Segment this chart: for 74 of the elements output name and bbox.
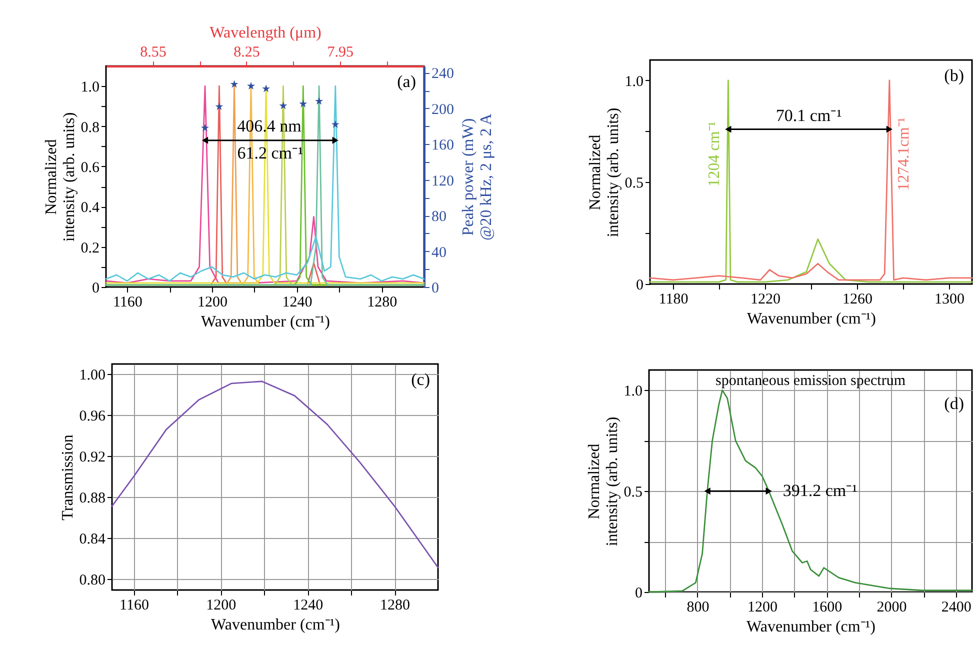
text: 1204 cm⁻¹ [706, 121, 724, 187]
x-tick-label: 2400 [941, 600, 972, 616]
point [331, 120, 340, 128]
x-axis-title: Wavenumber (cm⁻¹) [747, 310, 876, 328]
y-tick-label: 0.5 [624, 484, 642, 501]
x-tick-label: 800 [686, 600, 710, 616]
x-tick-label: 1280 [367, 294, 398, 310]
y-axis-title: Normalized intensity (arb. units) [42, 112, 78, 242]
point [215, 102, 224, 110]
y-tick-label: 0 [636, 278, 644, 294]
y-tick-label: 1.00 [79, 368, 106, 384]
x-tick-label: 1260 [842, 292, 872, 308]
x2-axis-title: Wavelength (μm) [210, 24, 322, 42]
point [230, 80, 238, 88]
point [315, 97, 324, 105]
y-tick-label: 0.8 [80, 120, 100, 136]
y-tick-label: 0 [92, 280, 100, 296]
x-tick-label: 1160 [120, 598, 149, 614]
y-tick-label: 0.88 [79, 490, 106, 506]
y2-tick-label: 80 [432, 209, 446, 226]
y-tick-label: 0.84 [79, 531, 106, 548]
annotation: (d) [944, 394, 964, 413]
x-axis-title: Wavenumber (cm⁻¹) [201, 314, 330, 330]
x-tick-label: 1160 [112, 294, 142, 310]
x2-tick-label: 8.25 [234, 44, 260, 60]
y2-axis-title: Peak power (mW) @20 kHz, 2 μs, 2 A [460, 113, 495, 240]
y-tick-label: 1.0 [80, 80, 100, 96]
text: 1274.1cm⁻¹ [895, 117, 912, 191]
x-tick-label: 1240 [293, 598, 324, 614]
x-tick-label: 1600 [812, 600, 842, 616]
x-tick-label: 1300 [934, 292, 964, 308]
annotation: spontaneous emission spectrum [716, 373, 906, 389]
y2-tick-label: 120 [432, 173, 454, 190]
y-tick-label: 0.6 [80, 160, 100, 176]
x-tick-label: 1280 [380, 598, 410, 614]
y-tick-label: 0.80 [79, 572, 106, 588]
point [262, 84, 270, 92]
x-tick-label: 1200 [748, 600, 778, 616]
y-tick-label: 0 [635, 586, 642, 602]
y2-tick-label: 0 [432, 280, 439, 296]
y-tick-label: 0.2 [80, 240, 100, 256]
y2-tick-label: 200 [432, 102, 454, 118]
y2-tick-label: 240 [432, 66, 454, 82]
x-axis-title: Wavenumber (cm⁻¹) [746, 618, 876, 636]
x-tick-label: 1200 [198, 294, 228, 310]
annotation: (c) [411, 370, 430, 389]
y2-tick-label: 40 [432, 244, 446, 261]
y-tick-label: 0.4 [80, 200, 100, 216]
y-tick-label: 0.92 [79, 450, 106, 466]
y-tick-label: 0.5 [624, 176, 644, 192]
y2-tick-label: 160 [432, 138, 454, 154]
point [201, 124, 209, 132]
y-tick-label: 0.96 [79, 408, 106, 425]
annotation: 70.1 cm⁻¹ [776, 106, 842, 126]
y-tick-label: 1.0 [624, 384, 642, 400]
x2-tick-label: 8.55 [140, 44, 166, 60]
y-axis-title: Normalized intensity (arb. units) [586, 108, 622, 238]
x-tick-label: 1220 [750, 292, 780, 308]
x2-tick-label: 7.95 [327, 44, 354, 60]
annotation: (a) [397, 72, 416, 91]
x-axis-title: Wavenumber (cm⁻¹) [211, 616, 340, 634]
x-tick-label: 1240 [282, 294, 312, 310]
x-tick-label: 1200 [206, 598, 236, 614]
annotation: 391.2 cm⁻¹ [782, 481, 858, 500]
x-tick-label: 1180 [658, 292, 688, 308]
x-tick-label: 2000 [876, 600, 907, 616]
line-series [648, 389, 973, 593]
point [247, 82, 255, 90]
y-tick-label: 1.0 [624, 74, 644, 90]
annotation: (b) [944, 66, 964, 85]
point [279, 102, 288, 110]
point [299, 100, 308, 108]
y-axis-title: Transmission [59, 434, 76, 520]
y-axis-title: Normalized intensity (arb. units) [586, 416, 621, 546]
